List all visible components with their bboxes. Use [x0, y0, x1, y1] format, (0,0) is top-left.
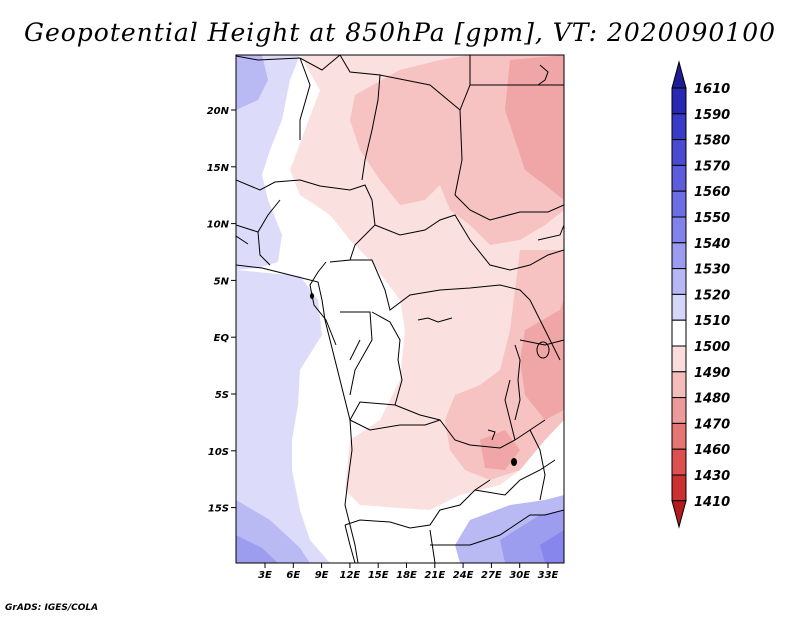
colorbar-label: 1490 [694, 366, 730, 381]
colorbar-label: 1410 [694, 495, 730, 510]
map-title: Geopotential Height at 850hPa [gpm], VT:… [23, 18, 777, 47]
lon-tick-label: 3E [258, 570, 272, 581]
field-1480-ne [505, 55, 564, 200]
country-boundaries [236, 55, 564, 563]
colorbar-label: 1570 [694, 159, 730, 174]
lon-tick-label: 6E [286, 570, 300, 581]
lat-tick-label: 20N [207, 106, 230, 117]
colorbar-bin [671, 216, 687, 244]
field-1540-sw [236, 535, 278, 563]
colorbar-bin [671, 422, 687, 450]
colorbar-label: 1510 [694, 314, 730, 329]
colorbar-label: 1520 [694, 288, 730, 303]
coastlines [236, 64, 549, 563]
grads-credit: GrADS: IGES/COLA [5, 603, 99, 613]
lon-tick-label: 30E [509, 570, 530, 581]
colorbar-label: 1480 [694, 392, 730, 407]
colorbar-label: 1460 [694, 443, 730, 458]
lon-tick-label: 18E [396, 570, 417, 581]
colorbar-bin [671, 242, 687, 270]
longitude-ticks: 3E 6E 9E 12E 15E 18E 21E 24E 27E 30E 33E [258, 563, 559, 581]
lat-tick-label: 15N [207, 163, 230, 174]
height-field [236, 55, 564, 563]
colorbar: 1610 1590 1580 1570 1560 1550 1540 1530 1520 1510… [671, 60, 730, 529]
latitude-ticks: 20N 15N 10N 5N EQ 5S 10S 15S [207, 106, 236, 515]
colorbar-label: 1530 [694, 263, 730, 278]
field-1520-west [236, 55, 300, 270]
colorbar-label: 1610 [694, 82, 730, 97]
lon-tick-label: 15E [368, 570, 389, 581]
colorbar-bin [671, 474, 687, 502]
colorbar-bin [671, 397, 687, 424]
lat-tick-label: 10N [207, 220, 230, 231]
colorbar-bottom-arrow [671, 500, 687, 529]
colorbar-bin [671, 448, 687, 476]
field-1520-ocean [236, 270, 330, 563]
colorbar-top-arrow [671, 60, 687, 89]
lon-tick-label: 9E [315, 570, 329, 581]
colorbar-label: 1470 [694, 417, 730, 432]
lakes [310, 293, 550, 466]
colorbar-bin [671, 319, 687, 347]
colorbar-label: 1430 [694, 469, 730, 484]
colorbar-bin [671, 371, 687, 399]
colorbar-label: 1590 [694, 108, 730, 123]
colorbar-label: 1560 [694, 185, 730, 200]
field-1530-nw [236, 55, 268, 110]
lon-tick-label: 21E [424, 570, 445, 581]
colorbar-bin [671, 345, 687, 373]
colorbar-label: 1540 [694, 237, 730, 252]
lat-tick-label: 5N [214, 276, 230, 287]
field-1550-se [540, 530, 564, 563]
colorbar-label: 1500 [694, 340, 730, 355]
colorbar-bin [671, 190, 687, 218]
colorbar-bin [671, 164, 687, 192]
field-1480-south [480, 430, 520, 470]
lat-tick-label: 10S [208, 447, 229, 458]
lat-tick-label: 5S [215, 390, 229, 401]
lat-tick-label: EQ [214, 333, 230, 344]
colorbar-bin [671, 139, 687, 166]
colorbar-bin [671, 293, 687, 321]
colorbar-bin [671, 87, 687, 115]
lat-tick-label: 15S [208, 504, 229, 515]
lon-tick-label: 24E [453, 570, 474, 581]
map-frame [235, 54, 565, 564]
lon-tick-label: 12E [340, 570, 361, 581]
field-1480-lakes [520, 300, 564, 420]
lon-tick-label: 27E [481, 570, 502, 581]
colorbar-bin [671, 113, 687, 141]
lon-tick-label: 33E [538, 570, 559, 581]
colorbar-label: 1580 [694, 134, 730, 149]
colorbar-label: 1550 [694, 211, 730, 226]
colorbar-bin [671, 268, 687, 295]
